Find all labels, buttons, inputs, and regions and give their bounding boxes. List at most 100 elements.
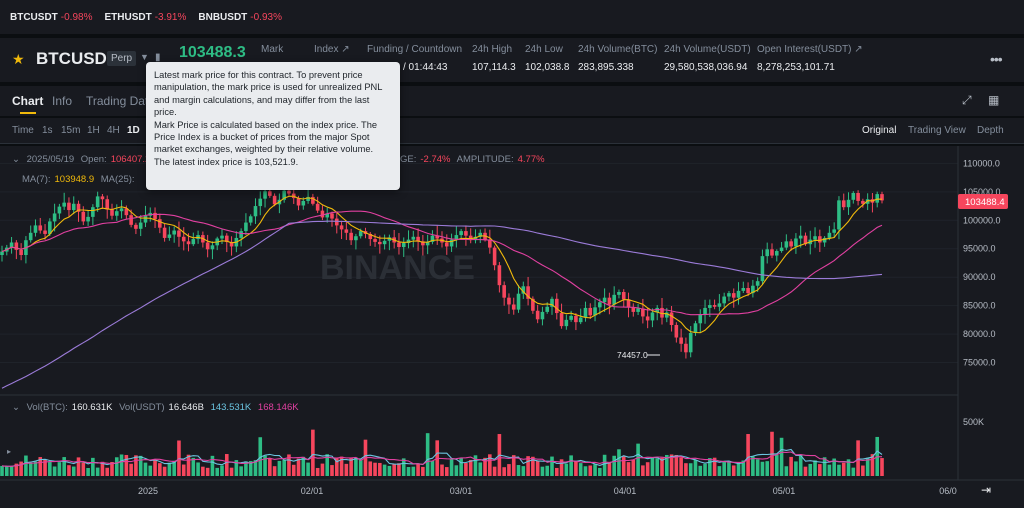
volume-bar [143, 462, 148, 476]
volume-bar [516, 465, 521, 476]
more-icon[interactable]: ••• [990, 51, 1003, 67]
volume-bar [798, 454, 803, 476]
volume-bar [358, 459, 363, 476]
volume-bars [0, 429, 884, 476]
pane-arrow-icon[interactable]: ▸ [7, 447, 11, 456]
candle [378, 241, 382, 245]
time-axis: 2025 02/01 03/01 04/01 05/01 06/0 [138, 486, 957, 496]
volume-bar [38, 457, 43, 476]
symbol-name[interactable]: BTCUSDT [36, 49, 118, 68]
interval-15m[interactable]: 15m [61, 125, 81, 136]
chart-area[interactable]: BINANCE 110000.0 105000.0 100000.0 95000.0 9… [0, 146, 1024, 508]
volume-bar [421, 466, 425, 476]
volume-bar [473, 455, 478, 476]
candle [473, 236, 478, 241]
candle [664, 312, 669, 318]
interval-time[interactable]: Time [12, 125, 34, 136]
legend-chevron-icon[interactable]: ⌄ [12, 402, 20, 413]
legend-amplitude-label: AMPLITUDE: [456, 154, 514, 165]
volume-bar [870, 454, 875, 476]
volume-bar [334, 458, 339, 476]
time-tick-label: 05/01 [773, 486, 796, 496]
volume-bar [52, 466, 57, 476]
candlestick-chart[interactable]: BINANCE 110000.0 105000.0 100000.0 95000.0 9… [0, 146, 1024, 508]
volume-bar [158, 463, 162, 476]
candle [736, 290, 741, 298]
volume-bar [765, 461, 770, 476]
favorite-star-icon[interactable]: ★ [12, 51, 25, 67]
candle [645, 316, 650, 321]
price-tick-label: 90000.0 [963, 272, 996, 282]
candle [253, 206, 258, 217]
volume-bar [693, 460, 698, 476]
candle [177, 230, 181, 237]
volume-bar [14, 463, 19, 476]
volume-bar [301, 456, 306, 476]
volume-bar [440, 464, 444, 476]
volume-bar [19, 461, 23, 476]
volume-bar [569, 455, 573, 476]
volume-bar [311, 429, 315, 476]
legend-vol-label: Vol(BTC): [26, 402, 68, 413]
volume-bar [880, 458, 884, 476]
volume-bar [502, 467, 506, 476]
stat-24h-volume-btc: 24h Volume(BTC) 283,895.338 [578, 44, 657, 73]
stat-index[interactable]: Index ↗ [314, 44, 350, 55]
candle [320, 210, 325, 218]
candle [526, 286, 530, 299]
bars-icon[interactable]: ▮ [155, 52, 161, 63]
volume-bar [215, 467, 220, 476]
grid-layout-icon[interactable]: ▦ [988, 93, 1000, 107]
ticker-symbol: BTCUSDT [10, 11, 58, 23]
tab-chart[interactable]: Chart [12, 94, 44, 108]
fullscreen-icon[interactable]: ⤢ [962, 93, 972, 107]
volume-bar [105, 467, 110, 476]
candle [9, 242, 14, 248]
tab-trading-data[interactable]: Trading Data [86, 94, 155, 108]
volume-bar [4, 466, 9, 476]
stat-open-interest[interactable]: Open Interest(USDT) ↗ 8,278,253,101.71 [757, 44, 863, 73]
candle [516, 293, 521, 310]
view-trading-view[interactable]: Trading View [908, 125, 966, 136]
volume-bar [306, 462, 310, 476]
volume-bar [181, 464, 186, 476]
volume-bar [598, 467, 602, 476]
volume-bar [564, 463, 569, 476]
volume-bar [459, 458, 463, 476]
stat-value: 107,114.3 [472, 62, 516, 73]
volume-bar [57, 462, 62, 476]
interval-4h[interactable]: 4H [107, 125, 120, 136]
ma-legend: MA(7): 103948.9 MA(25): [22, 174, 139, 185]
volume-bar [148, 465, 153, 476]
stat-mark[interactable]: Mark [261, 44, 283, 55]
volume-ma-long-line [1, 451, 883, 467]
volume-bar [244, 461, 248, 476]
volume-bar [401, 458, 406, 476]
scroll-to-latest-icon[interactable]: ⇥ [981, 483, 991, 497]
ticker-ethusdt[interactable]: ETHUSDT -3.91% [104, 12, 186, 23]
legend-vol-ma2: 168.146K [257, 402, 299, 413]
contract-badge: Perp [107, 51, 137, 66]
ohlc-legend: ⌄ 2025/05/19 Open: 106407.2 [12, 154, 154, 165]
chevron-down-icon[interactable]: ▼ [140, 52, 149, 62]
interval-1h[interactable]: 1H [87, 125, 100, 136]
ticker-bnbusdt[interactable]: BNBUSDT -0.93% [198, 12, 282, 23]
candle [100, 196, 105, 200]
volume-bar [751, 456, 755, 476]
volume-bar [483, 457, 487, 476]
legend-open-value: 106407.2 [110, 154, 151, 165]
change-legend: GE: -2.74% AMPLITUDE: 4.77% [400, 154, 549, 165]
interval-1s[interactable]: 1s [42, 125, 53, 136]
ticker-btcusdt[interactable]: BTCUSDT -0.98% [10, 12, 92, 23]
volume-bar [794, 461, 798, 476]
volume-bar [129, 463, 133, 476]
volume-bar [43, 459, 47, 476]
view-original[interactable]: Original [862, 125, 897, 136]
candle [746, 288, 750, 294]
legend-chevron-icon[interactable]: ⌄ [12, 154, 20, 165]
volume-bar [612, 455, 616, 476]
tab-info[interactable]: Info [52, 94, 73, 108]
interval-1d[interactable]: 1D [127, 125, 140, 136]
stat-label: Index ↗ [314, 44, 350, 55]
view-depth[interactable]: Depth [977, 125, 1004, 136]
